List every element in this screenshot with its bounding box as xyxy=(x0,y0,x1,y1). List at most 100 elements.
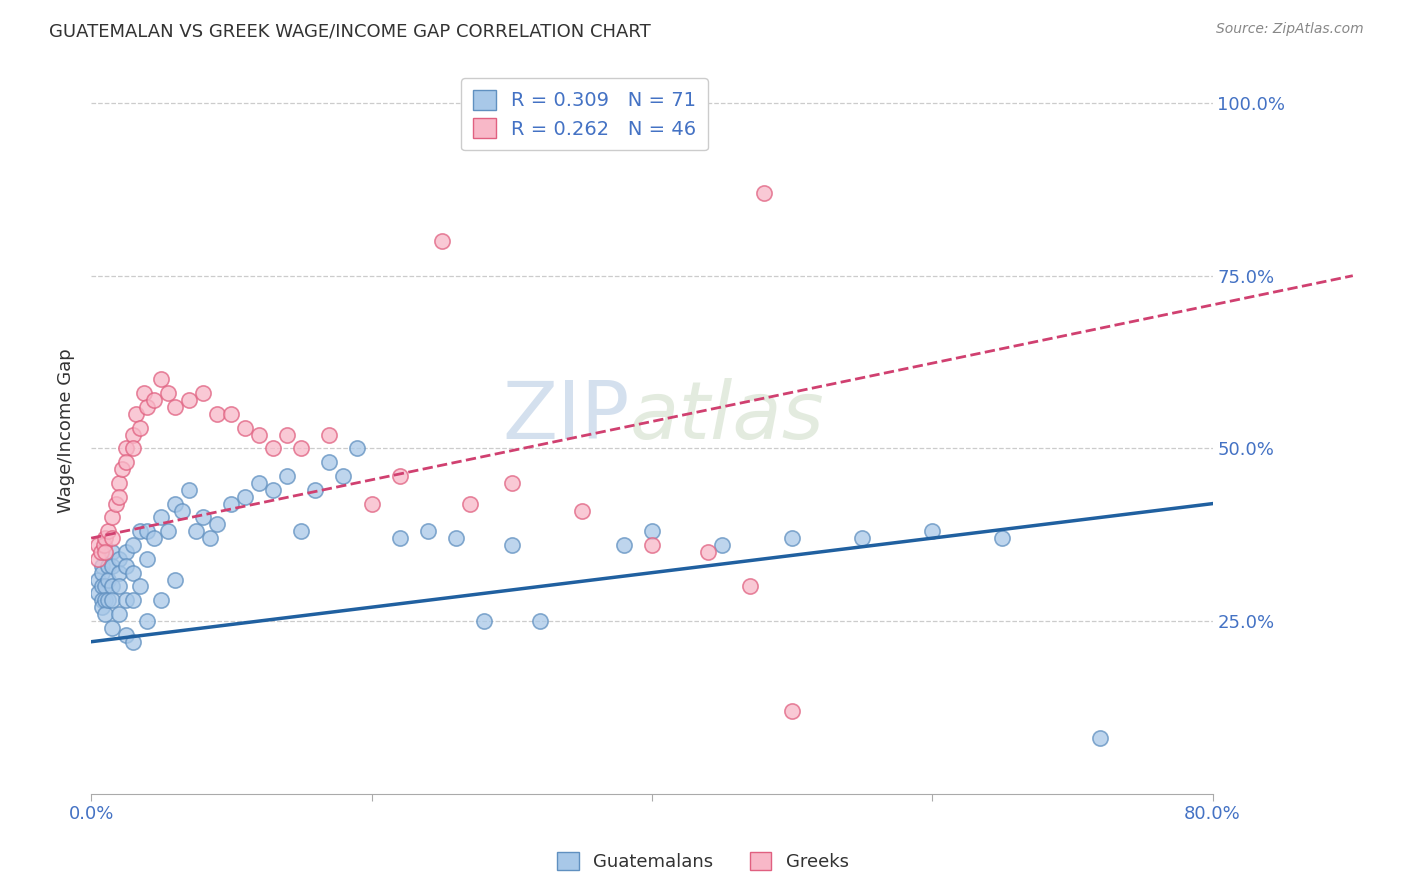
Point xyxy=(738,579,761,593)
Point xyxy=(87,573,110,587)
Point xyxy=(388,469,411,483)
Point xyxy=(318,455,340,469)
Point xyxy=(108,579,131,593)
Point xyxy=(91,579,114,593)
Point xyxy=(207,517,229,532)
Point xyxy=(150,372,173,386)
Point xyxy=(221,497,243,511)
Point xyxy=(91,566,114,580)
Point xyxy=(157,386,180,401)
Point xyxy=(143,392,166,407)
Point xyxy=(94,607,117,621)
Point xyxy=(101,593,124,607)
Point xyxy=(276,427,298,442)
Point xyxy=(111,462,134,476)
Point xyxy=(115,628,138,642)
Point xyxy=(134,386,156,401)
Legend: Guatemalans, Greeks: Guatemalans, Greeks xyxy=(550,845,856,879)
Point xyxy=(641,538,664,552)
Point xyxy=(97,558,120,573)
Point xyxy=(318,427,340,442)
Point xyxy=(193,386,215,401)
Point xyxy=(529,614,551,628)
Point xyxy=(101,545,124,559)
Point xyxy=(247,475,270,490)
Point xyxy=(444,531,467,545)
Point xyxy=(136,524,159,539)
Point xyxy=(193,510,215,524)
Point xyxy=(108,607,131,621)
Point xyxy=(571,503,593,517)
Text: atlas: atlas xyxy=(630,377,824,456)
Text: Source: ZipAtlas.com: Source: ZipAtlas.com xyxy=(1216,22,1364,37)
Point xyxy=(247,427,270,442)
Point xyxy=(186,524,208,539)
Point xyxy=(101,531,124,545)
Point xyxy=(108,566,131,580)
Point xyxy=(290,442,312,456)
Point xyxy=(122,566,145,580)
Point xyxy=(458,497,481,511)
Point xyxy=(94,579,117,593)
Point xyxy=(851,531,873,545)
Point xyxy=(101,621,124,635)
Point xyxy=(388,531,411,545)
Point xyxy=(122,538,145,552)
Point xyxy=(165,497,187,511)
Point xyxy=(115,593,138,607)
Point xyxy=(91,593,114,607)
Point xyxy=(87,552,110,566)
Point xyxy=(122,634,145,648)
Point xyxy=(93,538,115,552)
Point xyxy=(122,442,145,456)
Point xyxy=(780,531,803,545)
Text: GUATEMALAN VS GREEK WAGE/INCOME GAP CORRELATION CHART: GUATEMALAN VS GREEK WAGE/INCOME GAP CORR… xyxy=(49,22,651,40)
Point xyxy=(94,531,117,545)
Point xyxy=(129,420,152,434)
Point xyxy=(991,531,1014,545)
Point xyxy=(122,593,145,607)
Point xyxy=(115,455,138,469)
Point xyxy=(122,427,145,442)
Text: ZIP: ZIP xyxy=(502,377,630,456)
Point xyxy=(276,469,298,483)
Point xyxy=(179,392,201,407)
Point xyxy=(290,524,312,539)
Point xyxy=(97,524,120,539)
Point xyxy=(752,186,775,200)
Point xyxy=(115,545,138,559)
Point xyxy=(360,497,382,511)
Point xyxy=(165,573,187,587)
Point xyxy=(697,545,720,559)
Point xyxy=(129,579,152,593)
Point xyxy=(150,593,173,607)
Point xyxy=(94,545,117,559)
Point xyxy=(262,442,284,456)
Y-axis label: Wage/Income Gap: Wage/Income Gap xyxy=(58,349,75,514)
Legend: R = 0.309   N = 71, R = 0.262   N = 46: R = 0.309 N = 71, R = 0.262 N = 46 xyxy=(461,78,709,151)
Point xyxy=(87,586,110,600)
Point xyxy=(780,704,803,718)
Point xyxy=(430,234,453,248)
Point xyxy=(165,400,187,414)
Point xyxy=(136,614,159,628)
Point xyxy=(172,503,194,517)
Point xyxy=(101,579,124,593)
Point xyxy=(115,558,138,573)
Point xyxy=(710,538,733,552)
Point xyxy=(90,545,112,559)
Point xyxy=(501,475,523,490)
Point xyxy=(304,483,326,497)
Point xyxy=(105,497,128,511)
Point xyxy=(613,538,636,552)
Point xyxy=(921,524,943,539)
Point xyxy=(129,524,152,539)
Point xyxy=(150,510,173,524)
Point xyxy=(91,600,114,615)
Point xyxy=(143,531,166,545)
Point xyxy=(97,573,120,587)
Point xyxy=(207,407,229,421)
Point xyxy=(94,593,117,607)
Point xyxy=(136,400,159,414)
Point xyxy=(108,475,131,490)
